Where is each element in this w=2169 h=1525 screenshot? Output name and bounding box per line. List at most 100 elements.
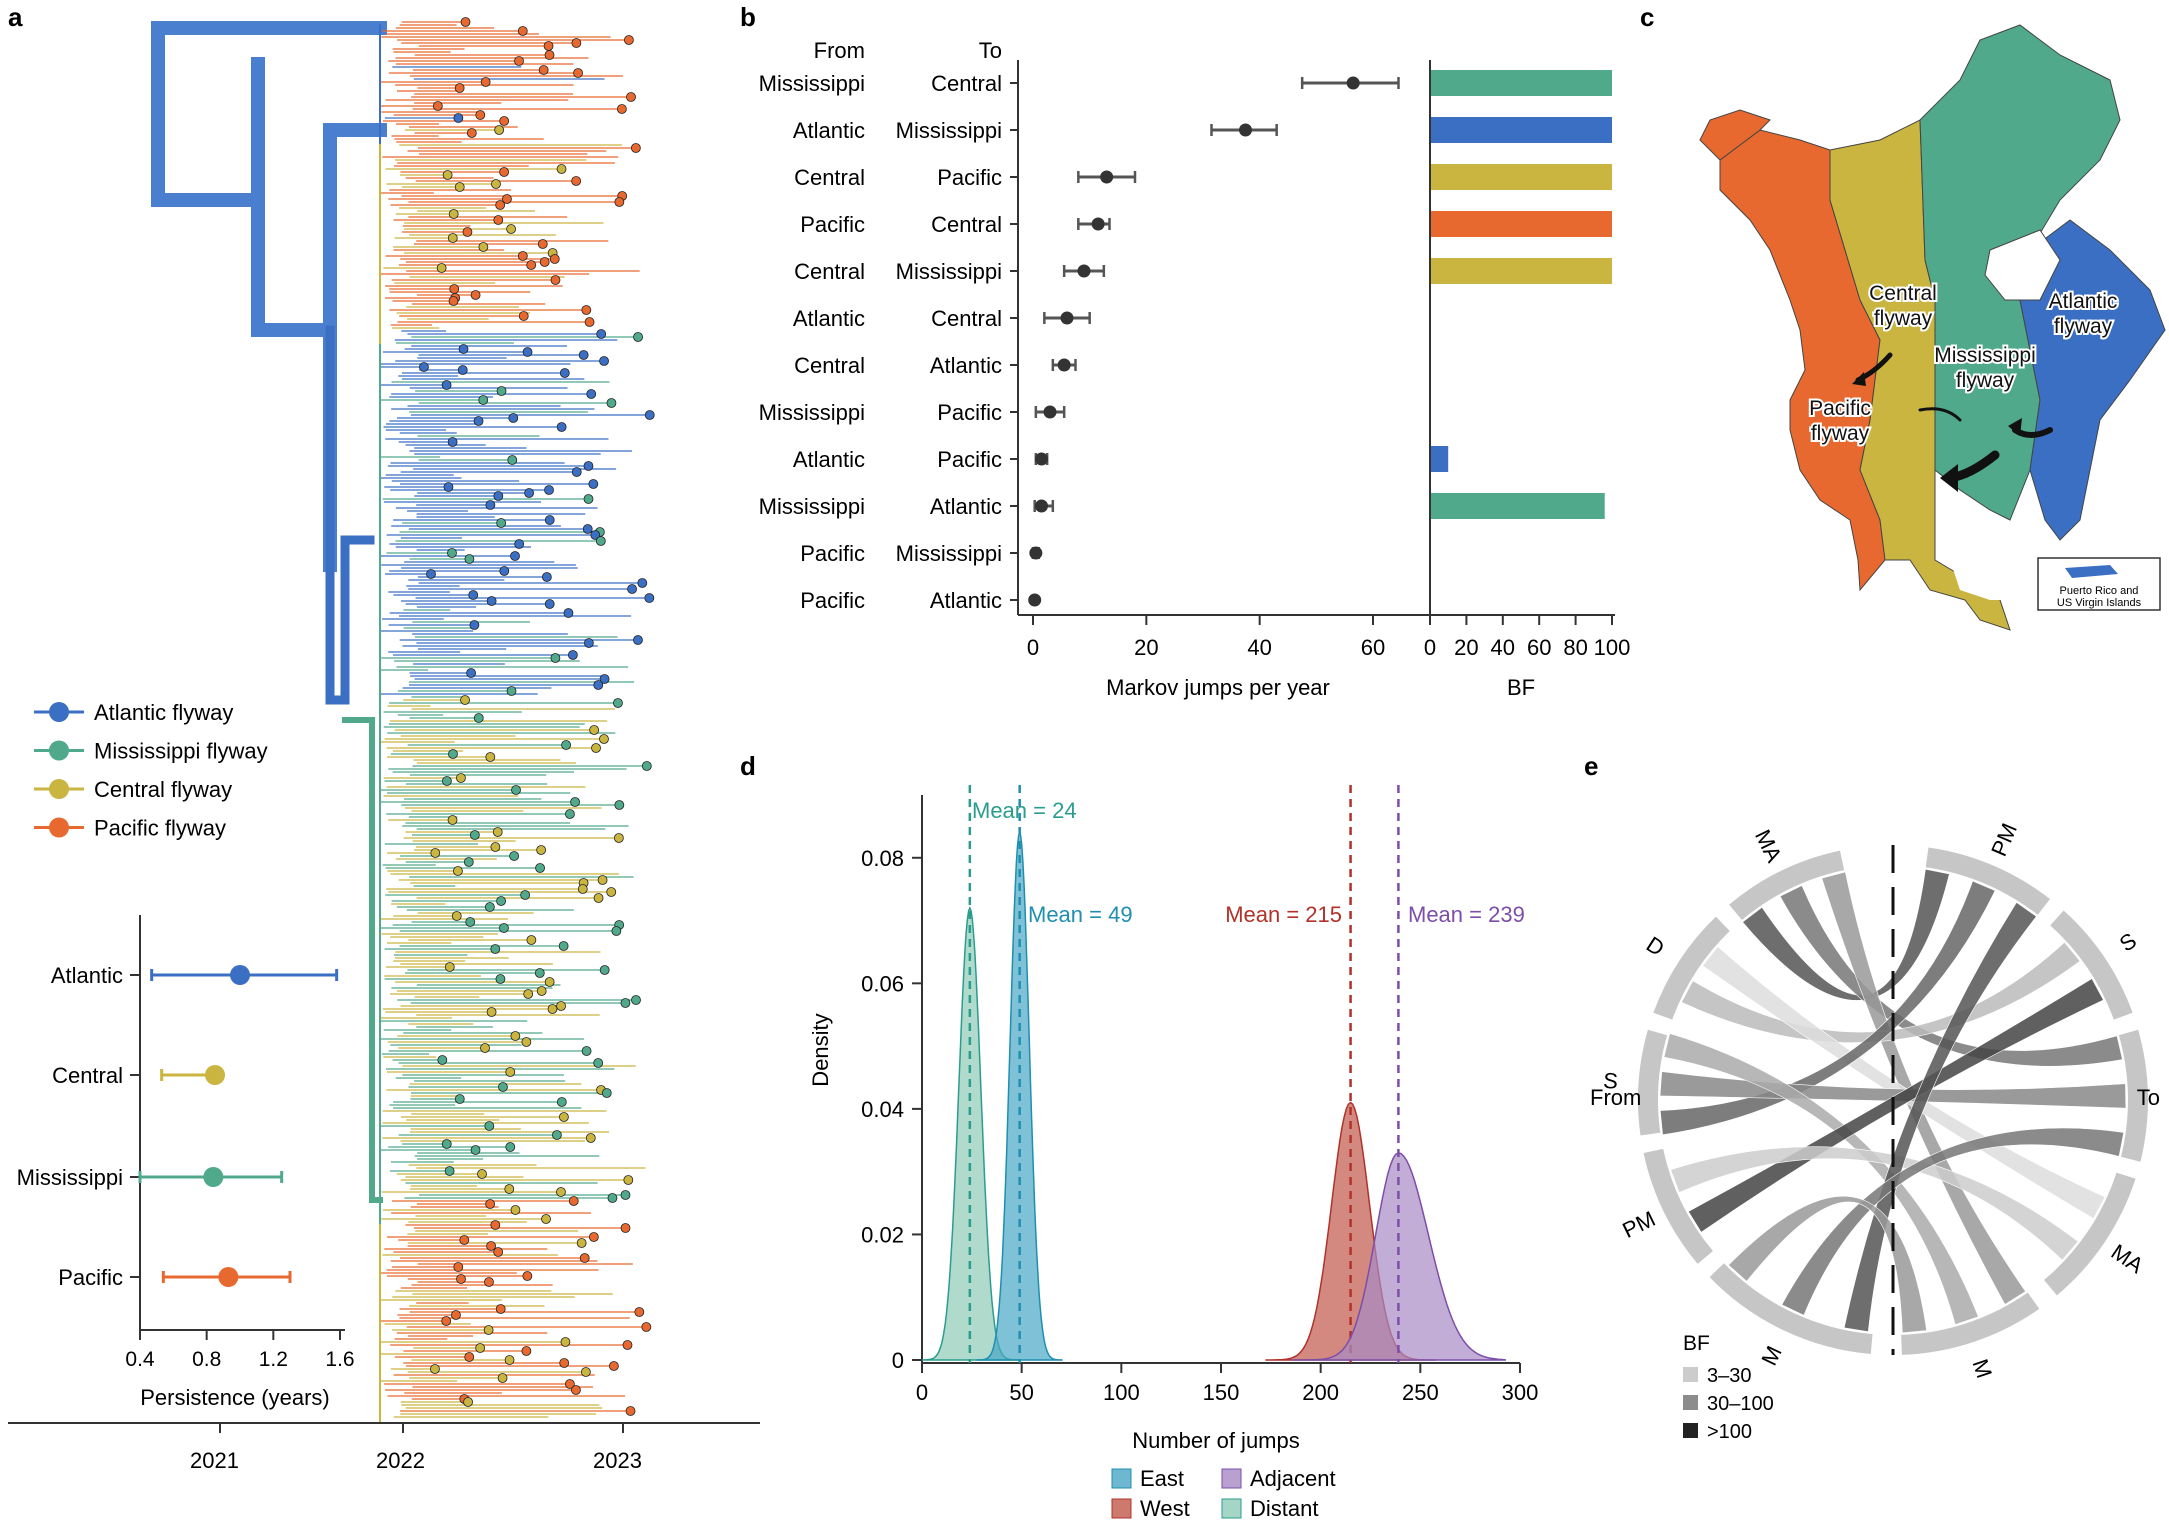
tree-tip <box>568 1196 579 1206</box>
persistence-point-atlantic <box>230 965 250 985</box>
tree-tip <box>582 524 593 534</box>
markov-point-9 <box>1035 499 1048 513</box>
tree-tip <box>456 773 466 783</box>
map-label-mississippi-1: Mississippi <box>1934 344 2036 367</box>
tree-tip <box>437 1055 448 1065</box>
markov-point-8 <box>1035 452 1048 466</box>
markov-jumps-chart: Mississippi Central Atlantic Mississippi Cen… <box>759 60 1430 700</box>
tree-tip <box>536 986 547 996</box>
tree-tip <box>601 1088 612 1098</box>
markov-to-6: Atlantic <box>930 353 1002 378</box>
tree-tip <box>491 179 501 189</box>
tree-tip <box>552 1130 562 1140</box>
markov-to-1: Mississippi <box>896 118 1002 143</box>
chord-label-from-pm: PM <box>1619 1206 1660 1243</box>
tree-tip <box>620 1223 631 1233</box>
tree-tip <box>499 167 509 177</box>
tree-tip <box>507 455 518 465</box>
bf-bar-1 <box>1431 117 1612 143</box>
tree-tip <box>614 197 625 207</box>
tree-tip <box>559 1358 570 1368</box>
tree-tip <box>496 386 507 396</box>
density-mean-label-east: Mean = 49 <box>1028 902 1133 927</box>
tree-tip <box>614 800 625 810</box>
legend-label-high: >100 <box>1707 1421 1752 1443</box>
density-ytick-label: 0.02 <box>861 1222 904 1247</box>
chord-legend: BF 3–30 30–100 >100 <box>1683 1332 1774 1443</box>
markov-xtick-label: 40 <box>1247 635 1271 660</box>
tree-tip <box>453 866 463 876</box>
tree-tip <box>493 491 504 501</box>
tree-tip <box>511 785 521 795</box>
tree-tip <box>477 1169 487 1179</box>
tree-tip <box>441 1139 452 1149</box>
tree-tip <box>641 761 652 771</box>
tree-tip <box>560 1337 571 1347</box>
chord-label-from-ma: MA <box>1750 826 1787 867</box>
chord-arc-from-m <box>1709 1263 1873 1355</box>
legend-marker-0 <box>49 702 69 722</box>
tree-tip <box>484 1277 494 1287</box>
tree-tip <box>494 125 505 135</box>
tree-tip <box>631 995 641 1005</box>
map-labels: Central flyway Mississippi flyway Atlant… <box>1807 280 2119 447</box>
tree-tip <box>599 674 610 684</box>
gulf-of-mexico <box>1950 540 2040 600</box>
tree-tip <box>537 239 548 249</box>
panel-label-a: a <box>8 2 23 32</box>
tree-tip <box>563 608 574 618</box>
chord-arc-to-m <box>1901 1292 2040 1355</box>
tree-tip <box>626 92 636 102</box>
chord-arc-to-d <box>2118 1029 2148 1162</box>
persistence-label-mississippi: Mississippi <box>17 1165 123 1190</box>
tree-tip <box>443 482 454 492</box>
tree-tip <box>447 437 458 447</box>
tree-tip <box>480 1043 490 1053</box>
markov-to-4: Mississippi <box>896 259 1002 284</box>
tree-tip <box>547 1004 558 1014</box>
tree-tip <box>495 974 506 984</box>
panel-c: c Central flyway Mississippi flyway Atla… <box>1640 2 2166 631</box>
tree-tip <box>522 347 533 357</box>
tree-tip <box>495 1304 506 1314</box>
tree-tip <box>469 620 480 630</box>
tree-tip <box>585 1133 596 1143</box>
legend-label-1: Mississippi flyway <box>94 739 268 764</box>
tree-tip <box>483 1325 494 1335</box>
legend-marker-1 <box>49 740 69 761</box>
tree-tip <box>578 350 589 360</box>
time-tick-2021: 2021 <box>190 1448 239 1473</box>
tree-tip <box>571 1385 581 1395</box>
persistence-label-atlantic: Atlantic <box>51 963 123 988</box>
map-label-central-2: flyway <box>1874 307 1933 330</box>
tree-tip <box>490 842 501 852</box>
tree-tip <box>447 548 457 558</box>
tree-tip <box>504 1184 515 1194</box>
time-tick-2022: 2022 <box>376 1448 425 1473</box>
density-curve-adjacent <box>1290 1151 1507 1361</box>
density-legend-swatch-distant <box>1221 1498 1242 1519</box>
markov-to-9: Atlantic <box>930 494 1002 519</box>
tree-tip <box>571 176 582 186</box>
tree-tip <box>486 1241 497 1251</box>
tree-tip <box>493 215 504 225</box>
tree-tip <box>541 572 552 582</box>
chord-ribbon <box>1663 1033 1979 1325</box>
atlantic-flyway-region <box>2019 219 2166 541</box>
markov-from-10: Pacific <box>800 541 865 566</box>
tree-tip <box>522 1271 533 1281</box>
tree-tip <box>544 977 555 987</box>
arrow-pacific-to-central <box>1918 407 1962 422</box>
inset-label-2: US Virgin Islands <box>2057 597 2142 609</box>
tree-tip <box>644 593 655 603</box>
tree-tip <box>591 743 601 753</box>
chord-ribbon <box>1728 1196 1927 1334</box>
tree-tip <box>448 749 458 759</box>
alaska-region <box>1699 109 1771 161</box>
tree-tip <box>514 539 525 549</box>
tree-tip <box>430 848 441 858</box>
tree-tip <box>478 242 489 252</box>
tree-tip <box>611 926 622 936</box>
